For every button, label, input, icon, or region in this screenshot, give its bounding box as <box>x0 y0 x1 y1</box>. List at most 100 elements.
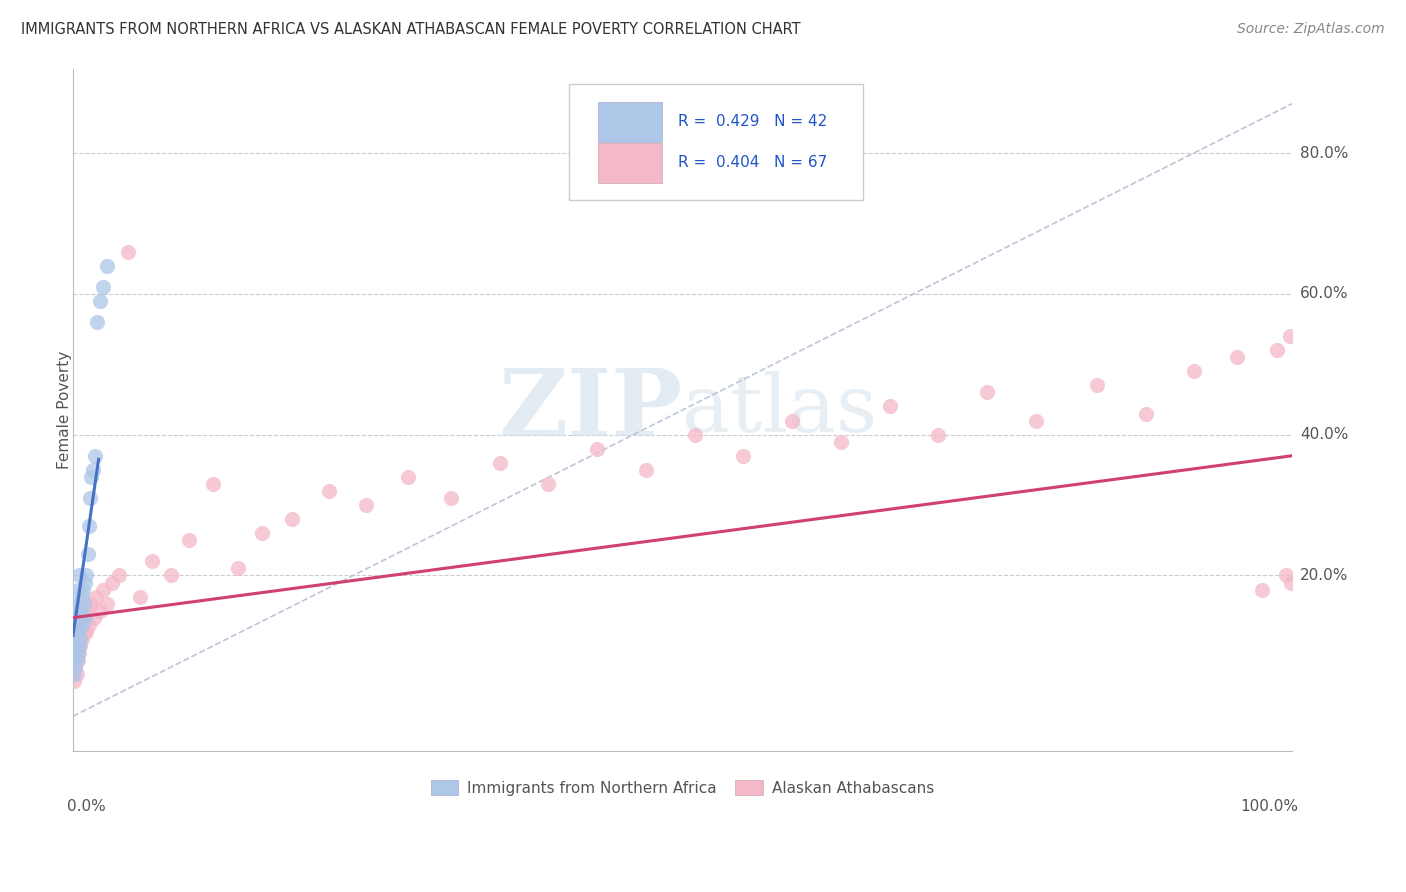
Point <box>1275 568 1298 582</box>
Point <box>93 582 115 597</box>
Point <box>440 491 463 505</box>
Point <box>733 449 755 463</box>
Point <box>281 512 304 526</box>
FancyBboxPatch shape <box>599 102 662 142</box>
Point <box>65 604 87 618</box>
Point <box>63 617 86 632</box>
Text: 40.0%: 40.0% <box>1301 427 1348 442</box>
Point <box>1267 343 1289 358</box>
Point <box>89 604 111 618</box>
Point <box>1226 350 1249 364</box>
Point <box>72 582 94 597</box>
Point <box>80 470 103 484</box>
Point <box>1250 582 1272 597</box>
Point <box>250 526 273 541</box>
Point <box>89 293 111 308</box>
Point <box>76 604 98 618</box>
Point <box>63 653 86 667</box>
Point <box>63 639 86 653</box>
Point <box>66 639 89 653</box>
Text: 20.0%: 20.0% <box>1301 568 1348 583</box>
Point <box>66 653 89 667</box>
Point <box>67 639 90 653</box>
Point <box>586 442 609 456</box>
Point <box>1025 413 1047 427</box>
Point <box>66 617 89 632</box>
Point <box>84 590 107 604</box>
Point <box>67 568 90 582</box>
FancyBboxPatch shape <box>599 143 662 183</box>
Text: 60.0%: 60.0% <box>1301 286 1348 301</box>
Point <box>69 639 91 653</box>
Text: R =  0.429   N = 42: R = 0.429 N = 42 <box>678 114 827 129</box>
Point <box>84 449 107 463</box>
Text: ZIP: ZIP <box>498 365 682 455</box>
Point <box>65 624 87 639</box>
Point <box>634 463 657 477</box>
Point <box>75 575 97 590</box>
Point <box>65 660 87 674</box>
Point <box>318 483 340 498</box>
Point <box>108 568 131 582</box>
Point <box>66 624 89 639</box>
Point <box>65 604 87 618</box>
Point <box>70 590 93 604</box>
Point <box>63 639 86 653</box>
Point <box>65 610 87 624</box>
Point <box>65 646 87 660</box>
Text: atlas: atlas <box>682 371 877 449</box>
Point <box>79 491 101 505</box>
Point <box>65 646 87 660</box>
Point <box>70 632 93 646</box>
Point <box>72 610 94 624</box>
Point <box>82 463 104 477</box>
Point <box>537 477 560 491</box>
Point <box>159 568 181 582</box>
Y-axis label: Female Poverty: Female Poverty <box>58 351 72 469</box>
Point <box>66 624 89 639</box>
Point <box>66 597 89 611</box>
Point <box>96 259 118 273</box>
Point <box>73 597 96 611</box>
Point <box>396 470 419 484</box>
Text: Source: ZipAtlas.com: Source: ZipAtlas.com <box>1237 22 1385 37</box>
Point <box>830 434 852 449</box>
Point <box>73 624 96 639</box>
Text: R =  0.404   N = 67: R = 0.404 N = 67 <box>678 155 827 170</box>
Point <box>69 604 91 618</box>
Point <box>83 610 105 624</box>
Point <box>354 498 377 512</box>
Point <box>66 639 89 653</box>
Point <box>1184 364 1206 378</box>
Point <box>96 597 118 611</box>
Legend: Immigrants from Northern Africa, Alaskan Athabascans: Immigrants from Northern Africa, Alaskan… <box>425 773 941 802</box>
Point <box>226 561 249 575</box>
Point <box>75 610 97 624</box>
Point <box>63 617 86 632</box>
Point <box>70 617 93 632</box>
Point <box>1135 407 1157 421</box>
Point <box>976 385 998 400</box>
Point <box>66 653 89 667</box>
Point <box>63 646 86 660</box>
Point <box>67 610 90 624</box>
Point <box>86 315 108 329</box>
Point <box>65 624 87 639</box>
Point <box>63 653 86 667</box>
Point <box>80 597 103 611</box>
Point <box>129 590 152 604</box>
Point <box>927 427 949 442</box>
Point <box>75 624 97 639</box>
Point <box>77 617 100 632</box>
Point <box>66 646 89 660</box>
Point <box>76 547 98 561</box>
Point <box>63 632 86 646</box>
Point <box>63 667 86 681</box>
Point <box>63 674 86 689</box>
Point <box>1279 575 1302 590</box>
Point <box>72 617 94 632</box>
Point <box>488 456 510 470</box>
Point <box>65 660 87 674</box>
Point <box>202 477 225 491</box>
Point <box>177 533 200 548</box>
